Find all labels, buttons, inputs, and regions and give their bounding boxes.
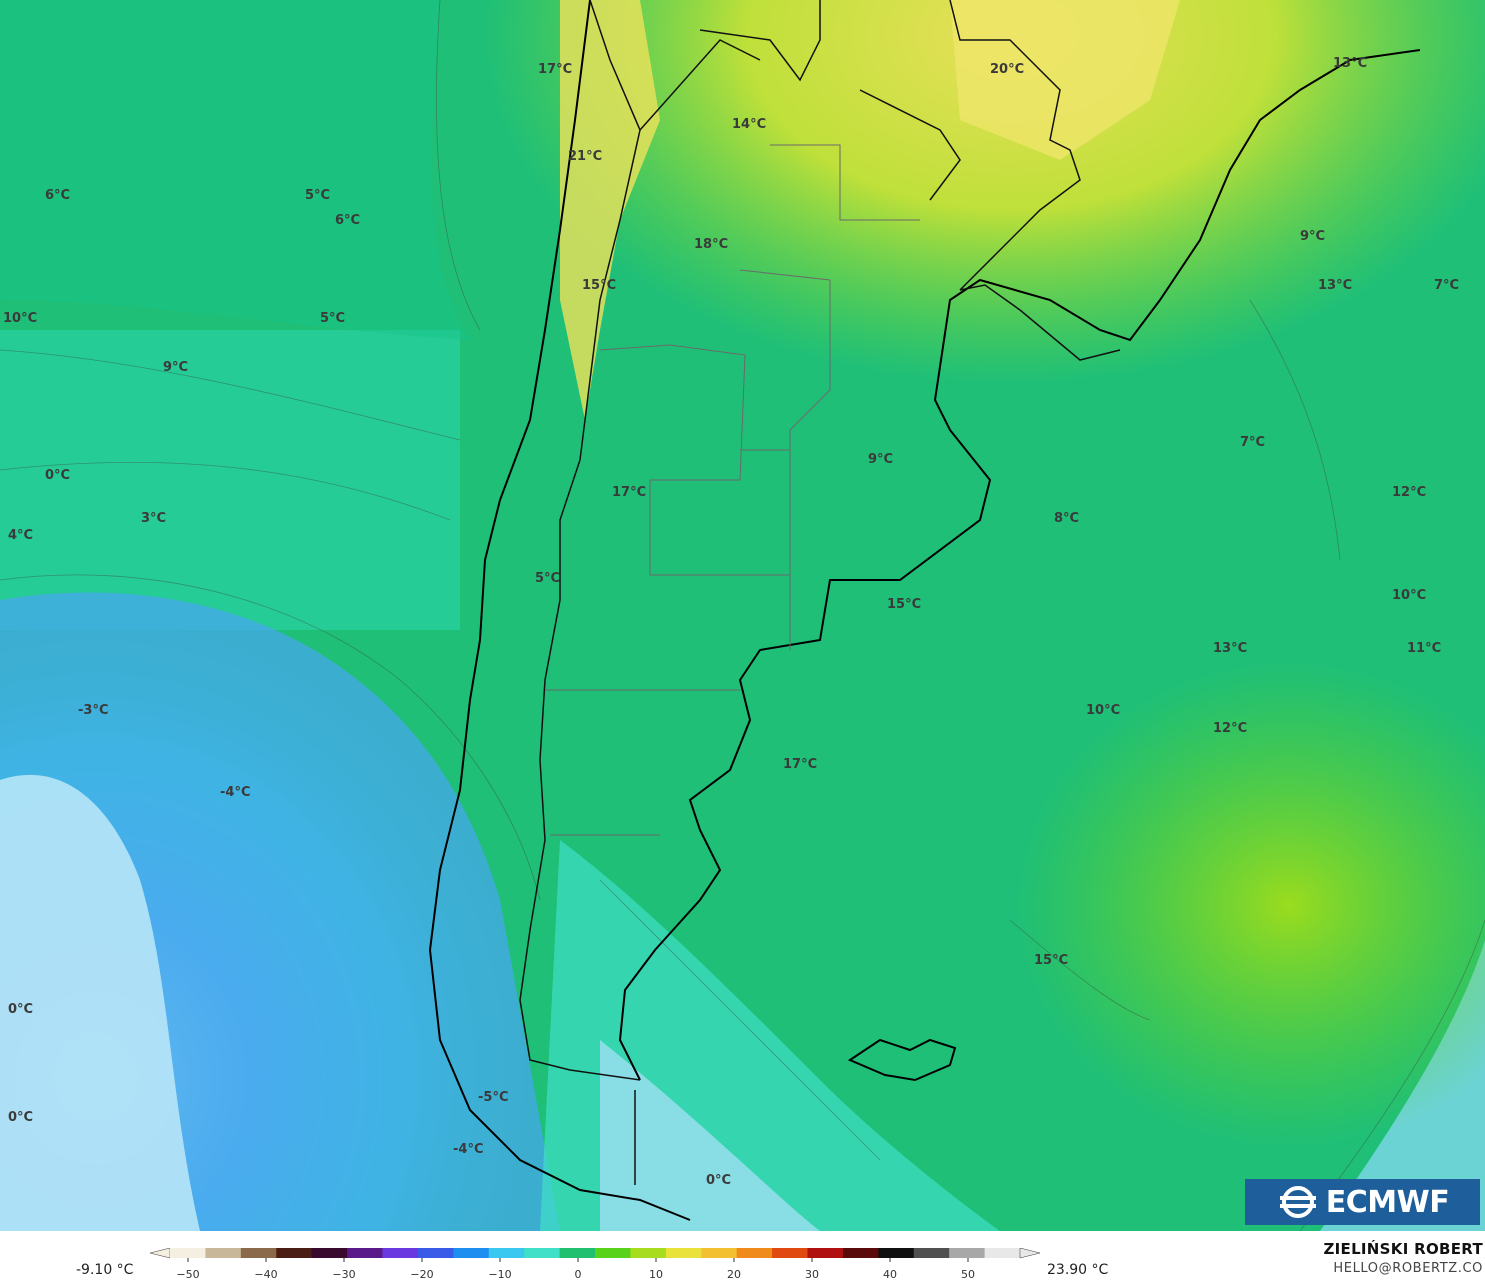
ecmwf-swirl-icon (1279, 1186, 1316, 1218)
colorbar-tick-label: 40 (883, 1268, 897, 1281)
temp-label: 4°C (8, 528, 33, 543)
author-name: ZIELIŃSKI ROBERT (1323, 1240, 1483, 1258)
colorbar-cell (276, 1248, 313, 1258)
temp-label: 11°C (1407, 641, 1441, 656)
temp-label: 13°C (1213, 641, 1247, 656)
temp-label: 15°C (582, 278, 616, 293)
temp-label: 17°C (612, 485, 646, 500)
temp-label: 20°C (990, 62, 1024, 77)
temp-label: 6°C (45, 188, 70, 203)
southwest-pale-region (0, 774, 200, 1231)
temperature-colorbar: −50 −40 −30 −20 −10 0 10 20 30 40 50 (150, 1248, 1040, 1281)
temp-label: 6°C (335, 213, 360, 228)
legend-footer (0, 1231, 1485, 1287)
temp-label: 18°C (694, 237, 728, 252)
colorbar-cell (913, 1248, 950, 1258)
temp-label: 12°C (1213, 721, 1247, 736)
temp-label: 10°C (1086, 703, 1120, 718)
colorbar-cell (524, 1248, 561, 1258)
colorbar-cell (240, 1248, 277, 1258)
colorbar-cell (205, 1248, 242, 1258)
temp-label: 0°C (706, 1173, 731, 1188)
coastlines (428, 0, 1421, 1221)
colorbar-cell (347, 1248, 383, 1258)
colorbar-cell (878, 1248, 915, 1258)
colorbar-tick-label: −50 (176, 1268, 199, 1281)
colorbar-cell (311, 1248, 348, 1258)
colorbar-cell (417, 1248, 454, 1258)
temp-label: 10°C (3, 311, 37, 326)
temp-label: 9°C (1300, 229, 1325, 244)
colorbar-tick-label: 0 (575, 1268, 582, 1281)
colorbar-tick-label: 30 (805, 1268, 819, 1281)
temp-label: 17°C (783, 757, 817, 772)
colorbar-cell (701, 1248, 738, 1258)
temp-label: 8°C (1054, 511, 1079, 526)
eastern-warm-region (700, 450, 1485, 1150)
colorbar-cell (949, 1248, 986, 1258)
legend-min: -9.10 °C (76, 1262, 134, 1278)
colorbar-cell (382, 1248, 419, 1258)
logo-text: ECMWF (1325, 1184, 1450, 1220)
author-block: ZIELIŃSKI ROBERT HELLO@ROBERTZ.CO (1323, 1240, 1483, 1276)
temp-label: 14°C (732, 117, 766, 132)
temp-label: 3°C (141, 511, 166, 526)
temp-label: 15°C (1034, 953, 1068, 968)
temp-label: 9°C (868, 452, 893, 467)
east-atlantic-cyan (1320, 940, 1485, 1231)
colorbar-tick-label: 20 (727, 1268, 741, 1281)
temp-label: 5°C (535, 571, 560, 586)
colorbar-tick-label: −40 (254, 1268, 277, 1281)
political-borders (519, 0, 1121, 1185)
temperature-labels: 17°C 20°C 13°C 14°C 21°C 6°C 5°C 6°C 18°… (3, 56, 1459, 1188)
temp-label: 0°C (8, 1110, 33, 1125)
western-ocean-cool (0, 0, 470, 340)
colorbar-cell (842, 1248, 879, 1258)
colorbar-cell (595, 1248, 631, 1258)
temp-label: 17°C (538, 62, 572, 77)
temp-label: 13°C (1318, 278, 1352, 293)
temp-label: 9°C (163, 360, 188, 375)
temp-label: 10°C (1392, 588, 1426, 603)
temp-label: -4°C (453, 1142, 483, 1157)
falkland-islands (847, 1038, 957, 1082)
colorbar-tick-label: 10 (649, 1268, 663, 1281)
temp-label: -4°C (220, 785, 250, 800)
ecmwf-logo: ECMWF (1245, 1179, 1480, 1225)
author-email: HELLO@ROBERTZ.CO (1333, 1261, 1483, 1276)
temp-label: -3°C (78, 703, 108, 718)
colorbar-cell (984, 1248, 1021, 1258)
temp-label: -5°C (478, 1090, 508, 1105)
colorbar-tick-label: −20 (410, 1268, 433, 1281)
temperature-map: 17°C 20°C 13°C 14°C 21°C 6°C 5°C 6°C 18°… (0, 0, 1485, 1231)
colorbar-cell (630, 1248, 667, 1258)
temp-label: 0°C (45, 468, 70, 483)
colorbar-cell (736, 1248, 773, 1258)
colorbar-cell (488, 1248, 525, 1258)
colorbar-tick-label: −30 (332, 1268, 355, 1281)
legend-max: 23.90 °C (1047, 1262, 1109, 1278)
colorbar-cell (772, 1248, 808, 1258)
temp-label: 13°C (1333, 56, 1367, 71)
colorbar-tick-label: 50 (961, 1268, 975, 1281)
temp-label: 7°C (1434, 278, 1459, 293)
temp-label: 5°C (305, 188, 330, 203)
temp-label: 15°C (887, 597, 921, 612)
temp-label: 0°C (8, 1002, 33, 1017)
colorbar-tick-label: −10 (488, 1268, 511, 1281)
colorbar-extend-min (150, 1248, 171, 1259)
colorbar-cell (665, 1248, 702, 1258)
temp-label: 12°C (1392, 485, 1426, 500)
colorbar-extend-max (1019, 1248, 1040, 1259)
colorbar-cell (453, 1248, 490, 1258)
colorbar-cell (170, 1248, 206, 1258)
temp-label: 7°C (1240, 435, 1265, 450)
temp-label: 5°C (320, 311, 345, 326)
province-borders (545, 144, 920, 836)
colorbar-cell (559, 1248, 596, 1258)
temp-label: 21°C (568, 149, 602, 164)
andes-warm-strip (560, 0, 660, 420)
colorbar-cell (807, 1248, 844, 1258)
